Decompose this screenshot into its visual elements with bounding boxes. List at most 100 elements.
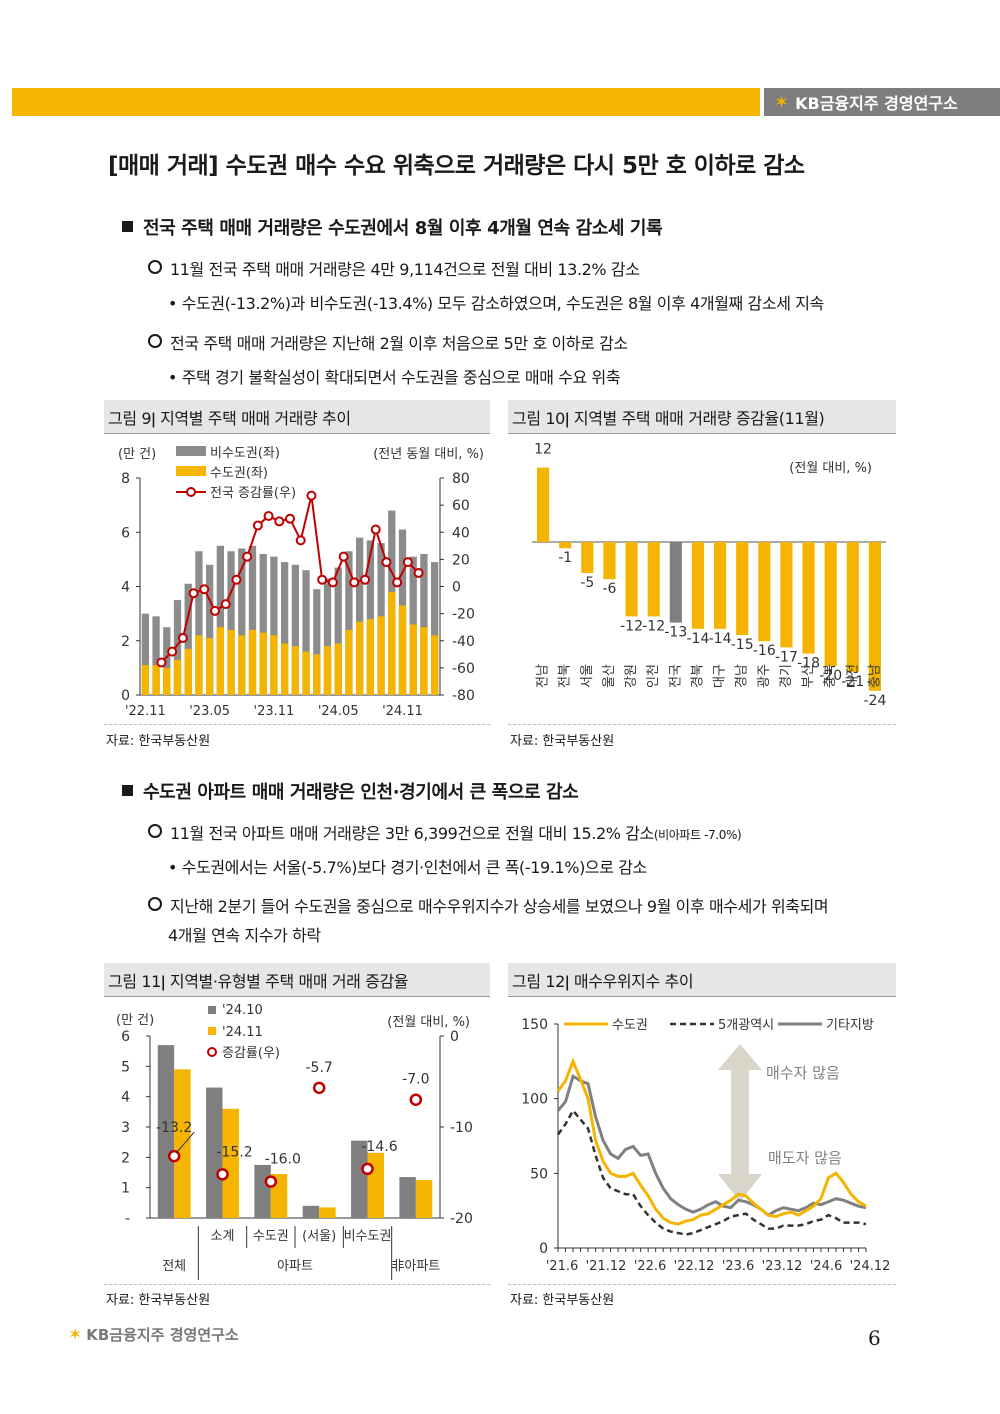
fig9-growth-point	[177, 633, 188, 644]
fig10-value-label: -17	[775, 649, 798, 665]
fig11-right-tick-label: 0	[450, 1029, 459, 1045]
fig10-bar	[691, 542, 705, 629]
fig9-bar-non-capital	[163, 627, 171, 695]
fig9-legend-swatch-non-capital	[176, 446, 206, 456]
fig9-bar-capital	[248, 629, 257, 695]
fig9-bar-capital	[206, 638, 214, 695]
fig9-right-tick-label: -40	[452, 634, 475, 650]
fig10-category-label: 전국	[668, 664, 683, 688]
fig11-leader-line	[175, 1131, 195, 1154]
fig11-left-tick-label: 1	[121, 1181, 130, 1197]
fig9-bar-capital	[409, 624, 417, 695]
fig11-caption: 그림 11ǀ 지역별·유형별 주택 매매 거래 증감율	[104, 963, 490, 997]
section2-bullet2-text: 지난해 2분기 들어 수도권을 중심으로 매수우위지수가 상승세를 보였으나 9…	[170, 897, 829, 916]
circle-bullet-icon	[148, 897, 162, 911]
section2-heading-text: 수도권 아파트 매매 거래량은 인천·경기에서 큰 폭으로 감소	[143, 782, 579, 803]
fig9-bar-non-capital	[216, 545, 224, 695]
fig10-category-label: 서울	[580, 664, 595, 688]
fig11-category-label: 非아파트	[391, 1259, 440, 1274]
fig9-left-tick-label: 6	[121, 525, 130, 541]
fig12-x-tick-label: '21.6	[546, 1259, 579, 1274]
fig9-growth-point	[231, 574, 242, 585]
fig11-bar-prev	[157, 1045, 175, 1218]
fig9-growth-point	[242, 551, 253, 562]
fig12-y-tick-label: 0	[539, 1241, 548, 1257]
fig10-value-label: -24	[864, 693, 887, 709]
fig10-bar	[536, 467, 550, 542]
fig9-growth-point	[188, 588, 199, 599]
fig9-bar-capital	[366, 619, 374, 695]
fig10-bar	[603, 542, 616, 580]
fig9-bar-capital	[216, 627, 224, 695]
fig9-bar-capital	[345, 629, 353, 695]
kb-star-icon: ✶	[68, 1325, 83, 1345]
fig9-bar-capital	[313, 654, 321, 695]
fig10-caption: 그림 10ǀ 지역별 주택 매매 거래량 증감율(11월)	[508, 400, 896, 434]
fig10-bar	[802, 542, 815, 654]
fig10-category-label: 충남	[867, 664, 882, 688]
fig9-left-tick-label: 0	[121, 688, 130, 704]
fig9-bar-non-capital	[291, 564, 299, 695]
fig12-line-0	[556, 1057, 867, 1226]
fig10-value-label: -13	[664, 625, 687, 641]
fig9-right-unit: (전년 동월 대비, %)	[373, 447, 484, 462]
fig9-bar-capital	[398, 605, 407, 695]
fig11-bar-prev	[399, 1177, 416, 1218]
fig11-category-label: 비수도권	[344, 1229, 392, 1244]
fig9-bar-non-capital	[195, 551, 203, 695]
fig9-bar-non-capital	[313, 589, 321, 695]
fig10-bar	[824, 542, 837, 666]
fig12-arrow-up-icon	[718, 1044, 762, 1070]
fig11-rate-label: -14.6	[361, 1139, 397, 1155]
fig10-value-label: 12	[534, 442, 552, 458]
fig9-legend-label: 비수도권(좌)	[210, 446, 280, 461]
fig10-value-label: -5	[580, 575, 594, 591]
fig12-legend-label: 5개광역시	[718, 1018, 774, 1033]
fig9-bar-non-capital	[206, 564, 214, 695]
fig9-growth-point	[317, 574, 328, 585]
fig11-group-label: 아파트	[277, 1259, 313, 1274]
fig12-x-tick-label: '23.6	[722, 1259, 755, 1274]
page-number: 6	[868, 1326, 881, 1350]
fig10-category-label: 부산	[801, 664, 816, 688]
fig11-rate-label: -16.0	[265, 1152, 301, 1168]
fig11-left-tick-label: 3	[121, 1120, 130, 1136]
fig11-bar-prev	[254, 1164, 271, 1218]
fig11-bar-cur	[222, 1108, 239, 1218]
fig9-x-tick-label: '24.05	[318, 704, 359, 719]
header-logo-text: KB금융지주 경영연구소	[795, 94, 958, 113]
fig10-value-label: -12	[642, 618, 665, 634]
header-logo: ✶ KB금융지주 경영연구소	[764, 88, 1000, 116]
fig10-category-label: 강원	[624, 664, 639, 688]
fig9-bar-capital	[195, 635, 203, 695]
fig11-rate-point	[216, 1168, 229, 1181]
fig11-rate-label: -13.2	[156, 1120, 192, 1136]
fig12-x-tick-label: '24.6	[810, 1259, 843, 1274]
fig10-category-label: 충북	[823, 664, 838, 688]
section1-heading-text: 전국 주택 매매 거래량은 수도권에서 8월 이후 4개월 연속 감소세 기록	[143, 218, 663, 239]
fig9-bar-non-capital	[420, 553, 428, 695]
fig10-source: 자료: 한국부동산원	[510, 734, 615, 749]
circle-bullet-icon	[148, 824, 162, 838]
fig10-chart: (전월 대비, %) 12 전남 -1 전북 -5 서울 -6 울산 -12 강원 -12 인천 -13 전…	[532, 442, 887, 709]
fig9-right-tick-label: 20	[452, 552, 470, 568]
fig9-right-tick-label: 0	[452, 580, 461, 596]
section2-heading: 수도권 아파트 매매 거래량은 인천·경기에서 큰 폭으로 감소	[122, 778, 579, 804]
fig9-bar-capital	[270, 635, 278, 695]
fig10-bar	[780, 542, 793, 648]
fig9-bar-capital	[377, 616, 385, 695]
fig12-rule	[508, 1284, 896, 1285]
fig12-chart: 0 50 100 150 '21.6 '21.12 '22.6 '22.12 '23.6 '23.…	[521, 1017, 890, 1274]
fig9-x-tick-label: '23.11	[254, 704, 295, 719]
fig10-bar	[669, 542, 682, 623]
section1-bullet2-sub: • 주택 경기 불확실성이 확대되면서 수도권을 중심으로 매매 수요 위축	[168, 368, 621, 387]
fig11-category-label: (서울)	[302, 1229, 336, 1244]
fig9-legend-swatch-capital	[176, 466, 206, 476]
fig9-bar-non-capital	[334, 567, 342, 695]
fig9-legend-label: 전국 증감률(우)	[210, 486, 296, 501]
fig11-category-label: 전체	[162, 1259, 186, 1274]
fig11-rule	[104, 1284, 490, 1285]
fig12-arrow-down-icon	[718, 1174, 762, 1202]
fig11-rate-point	[409, 1093, 423, 1106]
fig9-growth-point	[210, 605, 220, 616]
